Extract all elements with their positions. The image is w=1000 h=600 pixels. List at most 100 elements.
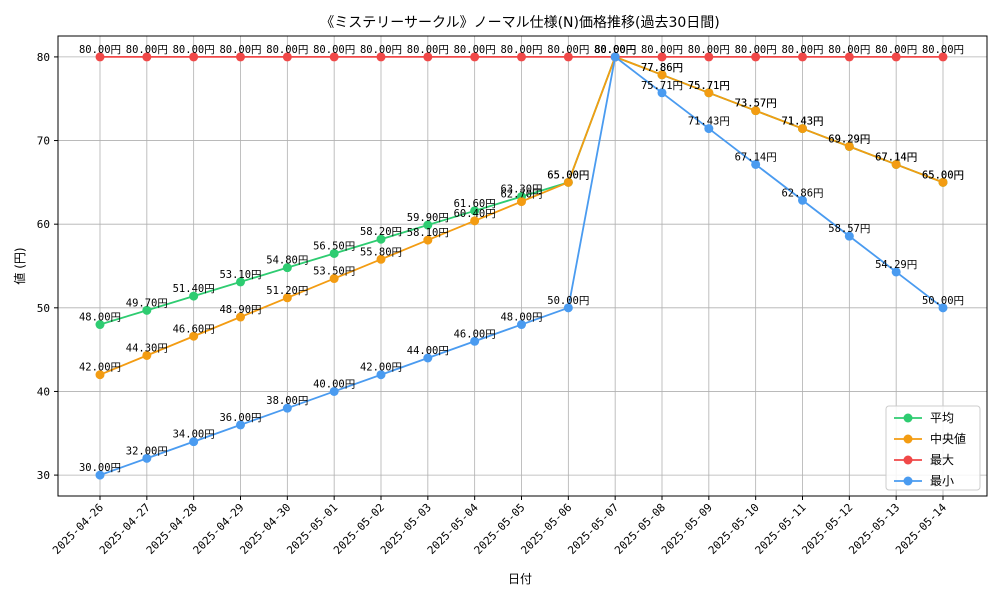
data-point [329, 52, 339, 62]
data-label: 65.00円 [922, 169, 964, 181]
data-point [142, 453, 152, 463]
data-point [657, 52, 667, 62]
data-point [938, 177, 948, 187]
data-point [470, 216, 480, 226]
data-point [376, 52, 386, 62]
data-label: 62.70円 [500, 189, 542, 201]
data-label: 53.10円 [219, 269, 261, 281]
data-point [704, 88, 714, 98]
grid-layer [58, 36, 987, 496]
data-point [282, 52, 292, 62]
data-point [891, 52, 901, 62]
series-layer [95, 52, 948, 480]
data-label: 44.30円 [126, 342, 168, 354]
data-point [704, 124, 714, 134]
y-tick-label: 50 [37, 302, 50, 315]
data-point [95, 370, 105, 380]
y-axis-label: 値 (円) [12, 247, 27, 284]
data-point [95, 52, 105, 62]
data-label: 58.20円 [360, 226, 402, 238]
data-label: 63.30円 [500, 184, 542, 196]
data-label: 75.71円 [688, 80, 730, 92]
data-label: 48.00円 [500, 312, 542, 324]
data-label: 67.14円 [735, 151, 777, 163]
data-label: 80.00円 [594, 44, 636, 56]
x-axis-label: 日付 [508, 572, 532, 586]
data-label: 55.80円 [360, 246, 402, 258]
y-tick-label: 60 [37, 218, 50, 231]
legend-swatch-marker [903, 476, 913, 486]
data-point [236, 312, 245, 322]
data-point [751, 106, 761, 116]
y-tick-layer: 30 40 50 60 70 80 [37, 51, 58, 482]
data-label: 69.29円 [828, 133, 870, 145]
data-label: 46.00円 [454, 328, 496, 340]
data-point [891, 267, 901, 277]
data-point [798, 124, 807, 134]
data-label: 51.20円 [266, 285, 308, 297]
data-label: 73.57円 [735, 98, 777, 110]
chart-title: 《ミステリーサークル》ノーマル仕様(N)価格推移(過去30日間) [320, 15, 719, 31]
data-point [798, 52, 807, 62]
data-label: 80.00円 [173, 44, 215, 56]
data-label: 71.43円 [781, 116, 823, 128]
data-point [891, 159, 901, 169]
data-label: 80.00円 [266, 44, 308, 56]
data-point [189, 52, 199, 62]
data-point [376, 254, 386, 264]
data-label: 80.00円 [126, 44, 168, 56]
data-point [423, 220, 433, 230]
data-label: 58.57円 [828, 223, 870, 235]
data-label: 80.00円 [79, 44, 121, 56]
legend-label: 最大 [930, 453, 954, 467]
data-label: 80.00円 [547, 44, 589, 56]
data-point [142, 350, 152, 360]
data-label: 60.40円 [454, 208, 496, 220]
data-point [236, 277, 245, 287]
data-label: 71.43円 [688, 116, 730, 128]
y-tick-label: 80 [37, 51, 50, 64]
data-label: 54.80円 [266, 255, 308, 267]
data-point [282, 293, 292, 303]
data-label: 62.86円 [781, 187, 823, 199]
legend-swatch-marker [903, 434, 913, 444]
data-label: 65.00円 [922, 169, 964, 181]
data-point [189, 437, 199, 447]
data-label: 53.50円 [313, 266, 355, 278]
data-label: 48.00円 [79, 312, 121, 324]
data-label: 32.00円 [126, 445, 168, 457]
data-point [563, 52, 573, 62]
data-point [751, 159, 761, 169]
data-label: 50.00円 [922, 295, 964, 307]
data-label: 77.86円 [641, 62, 683, 74]
data-point [470, 52, 480, 62]
data-label: 80.00円 [500, 44, 542, 56]
data-point [282, 403, 292, 413]
data-label: 80.00円 [781, 44, 823, 56]
data-label: 46.60円 [173, 323, 215, 335]
data-label: 80.00円 [454, 44, 496, 56]
data-point [938, 52, 948, 62]
data-label: 67.14円 [875, 151, 917, 163]
data-label: 54.29円 [875, 259, 917, 271]
y-tick-label: 40 [37, 385, 50, 398]
data-label: 80.00円 [828, 44, 870, 56]
data-point [189, 291, 199, 301]
data-label: 42.00円 [360, 362, 402, 374]
data-point [517, 320, 526, 330]
data-point [142, 305, 152, 315]
data-label: 61.60円 [454, 198, 496, 210]
data-point [517, 52, 526, 62]
data-label: 56.50円 [313, 240, 355, 252]
data-point [798, 195, 807, 205]
data-point [376, 370, 386, 380]
data-label: 80.00円 [594, 44, 636, 56]
plot-frame [57, 35, 988, 497]
data-point [95, 320, 105, 330]
data-label: 30.00円 [79, 462, 121, 474]
data-point [657, 70, 667, 80]
data-point [423, 235, 433, 245]
legend-swatch-marker [903, 413, 913, 423]
